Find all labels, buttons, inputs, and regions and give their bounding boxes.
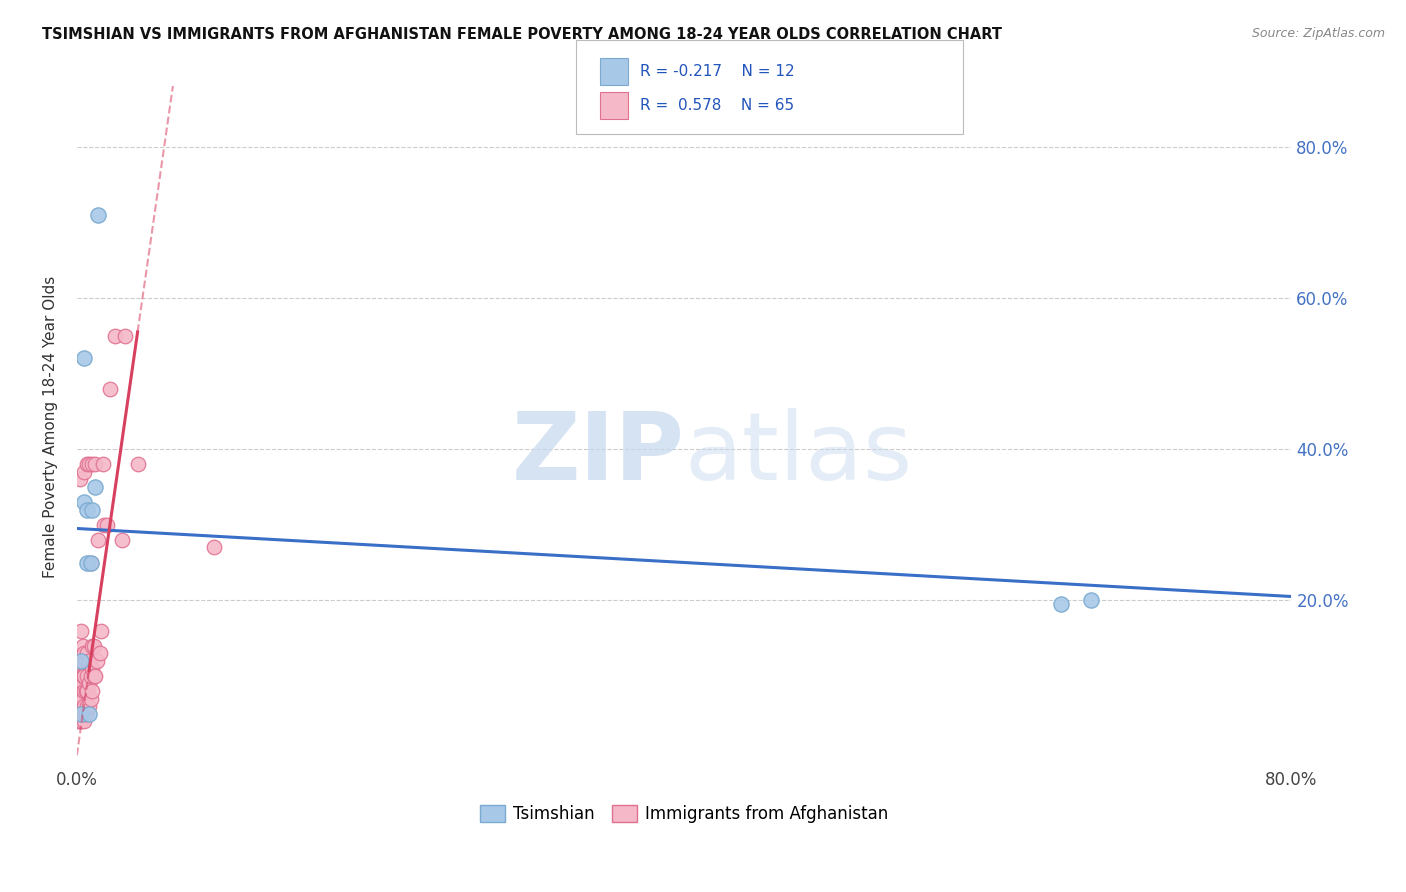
Text: Source: ZipAtlas.com: Source: ZipAtlas.com — [1251, 27, 1385, 40]
Point — [75, 654, 97, 668]
Point — [1049, 597, 1071, 611]
Point — [77, 676, 100, 690]
Point — [79, 691, 101, 706]
Point — [72, 706, 94, 721]
Text: TSIMSHIAN VS IMMIGRANTS FROM AFGHANISTAN FEMALE POVERTY AMONG 18-24 YEAR OLDS CO: TSIMSHIAN VS IMMIGRANTS FROM AFGHANISTAN… — [42, 27, 1002, 42]
Point — [76, 457, 98, 471]
Point — [75, 706, 97, 721]
Point — [76, 699, 98, 714]
Point — [72, 654, 94, 668]
Point — [70, 669, 93, 683]
Y-axis label: Female Poverty Among 18-24 Year Olds: Female Poverty Among 18-24 Year Olds — [44, 276, 58, 578]
Point — [67, 684, 90, 698]
Text: R =  0.578    N = 65: R = 0.578 N = 65 — [640, 98, 794, 112]
Point — [73, 495, 96, 509]
Point — [72, 669, 94, 683]
Legend: Tsimshian, Immigrants from Afghanistan: Tsimshian, Immigrants from Afghanistan — [479, 805, 889, 822]
Point — [75, 684, 97, 698]
Point — [70, 654, 93, 668]
Point — [80, 684, 103, 698]
Point — [73, 699, 96, 714]
Point — [87, 533, 110, 547]
Point — [77, 654, 100, 668]
Point — [127, 457, 149, 471]
Point — [111, 533, 134, 547]
Point — [67, 714, 90, 729]
Point — [1080, 593, 1102, 607]
Point — [77, 699, 100, 714]
Point — [76, 669, 98, 683]
Point — [69, 706, 91, 721]
Text: ZIP: ZIP — [512, 408, 685, 500]
Point — [73, 465, 96, 479]
Point — [80, 457, 103, 471]
Point — [79, 556, 101, 570]
Point — [84, 457, 107, 471]
Point — [77, 457, 100, 471]
Point — [76, 556, 98, 570]
Point — [89, 646, 111, 660]
Point — [72, 639, 94, 653]
Point — [69, 699, 91, 714]
Point — [80, 502, 103, 516]
Point — [70, 684, 93, 698]
Point — [73, 646, 96, 660]
Point — [83, 639, 105, 653]
Point — [114, 328, 136, 343]
Point — [73, 706, 96, 721]
Point — [70, 654, 93, 668]
Point — [69, 669, 91, 683]
Point — [87, 208, 110, 222]
Point — [67, 699, 90, 714]
Point — [104, 328, 127, 343]
Point — [73, 714, 96, 729]
Point — [70, 706, 93, 721]
Point — [80, 661, 103, 675]
Point — [70, 624, 93, 638]
Point — [76, 684, 98, 698]
Point — [84, 669, 107, 683]
Point — [70, 714, 93, 729]
Text: R = -0.217    N = 12: R = -0.217 N = 12 — [640, 64, 794, 78]
Point — [80, 639, 103, 653]
Point — [79, 556, 101, 570]
Point — [202, 541, 225, 555]
Point — [73, 351, 96, 366]
Point — [96, 517, 118, 532]
Point — [73, 669, 96, 683]
Text: atlas: atlas — [685, 408, 912, 500]
Point — [79, 669, 101, 683]
Point — [93, 517, 115, 532]
Point — [70, 691, 93, 706]
Point — [70, 706, 93, 721]
Point — [77, 706, 100, 721]
Point — [72, 691, 94, 706]
Point — [90, 624, 112, 638]
Point — [69, 714, 91, 729]
Point — [76, 646, 98, 660]
Point — [83, 669, 105, 683]
Point — [76, 502, 98, 516]
Point — [98, 382, 121, 396]
Point — [72, 676, 94, 690]
Point — [86, 654, 108, 668]
Point — [69, 472, 91, 486]
Point — [91, 457, 114, 471]
Point — [73, 684, 96, 698]
Point — [84, 480, 107, 494]
Point — [69, 684, 91, 698]
